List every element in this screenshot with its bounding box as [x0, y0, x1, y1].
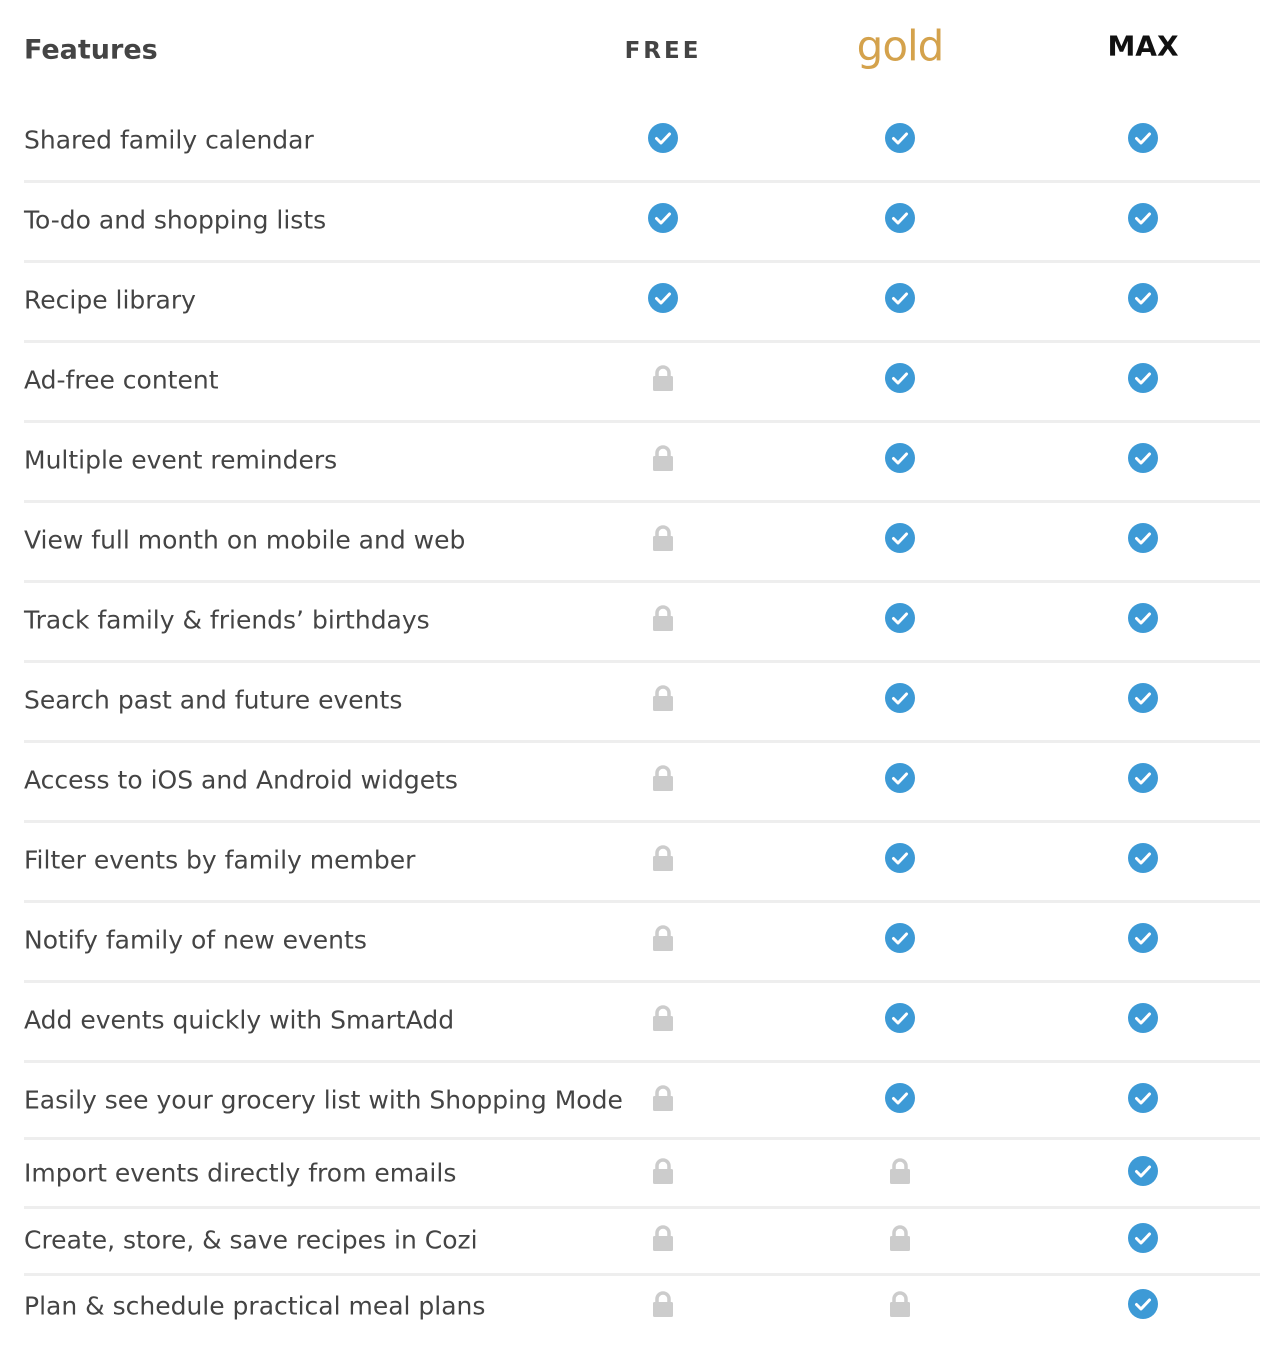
- check-icon: [1128, 1156, 1158, 1186]
- lock-icon: [890, 1291, 910, 1317]
- feature-label: Notify family of new events: [24, 925, 367, 955]
- check-icon: [1128, 363, 1158, 393]
- check-icon: [1128, 843, 1158, 873]
- row-divider: [24, 260, 1260, 263]
- check-icon: [885, 1083, 915, 1113]
- lock-icon: [653, 1085, 673, 1111]
- plan-header: gold: [856, 21, 945, 71]
- check-icon: [1128, 763, 1158, 793]
- lock-icon: [653, 365, 673, 391]
- lock-icon: [653, 445, 673, 471]
- check-icon: [885, 683, 915, 713]
- row-divider: [24, 420, 1260, 423]
- check-icon: [1128, 603, 1158, 633]
- lock-icon: [653, 765, 673, 791]
- row-divider: [24, 340, 1260, 343]
- lock-icon: [653, 845, 673, 871]
- check-icon: [1128, 1083, 1158, 1113]
- row-divider: [24, 820, 1260, 823]
- feature-label: View full month on mobile and web: [24, 525, 466, 555]
- feature-label: Search past and future events: [24, 685, 403, 715]
- feature-label: To-do and shopping lists: [24, 205, 327, 235]
- feature-label: Recipe library: [24, 285, 196, 315]
- check-icon: [1128, 283, 1158, 313]
- row-divider: [24, 580, 1260, 583]
- feature-label: Access to iOS and Android widgets: [24, 765, 458, 795]
- features-header: Features: [24, 34, 158, 66]
- check-icon: [885, 363, 915, 393]
- feature-label: Filter events by family member: [24, 845, 416, 875]
- lock-icon: [890, 1224, 910, 1251]
- check-icon: [1128, 523, 1158, 553]
- check-icon: [885, 123, 915, 153]
- check-icon: [648, 283, 678, 313]
- lock-icon: [653, 1291, 673, 1317]
- check-icon: [1128, 1222, 1158, 1253]
- check-icon: [648, 203, 678, 233]
- check-icon: [885, 1003, 915, 1033]
- plan-header: MAX: [1107, 29, 1179, 63]
- check-icon: [1128, 1289, 1158, 1319]
- check-icon: [648, 123, 678, 153]
- row-divider: [24, 740, 1260, 743]
- lock-icon: [653, 525, 673, 551]
- lock-icon: [653, 685, 673, 711]
- check-icon: [1128, 443, 1158, 473]
- check-icon: [885, 443, 915, 473]
- check-icon: [1128, 1003, 1158, 1033]
- lock-icon: [653, 1005, 673, 1031]
- row-divider: [24, 1273, 1260, 1276]
- check-icon: [885, 603, 915, 633]
- lock-icon: [653, 1224, 673, 1251]
- check-icon: [885, 763, 915, 793]
- feature-label: Import events directly from emails: [24, 1158, 457, 1188]
- check-icon: [885, 203, 915, 233]
- feature-label: Easily see your grocery list with Shoppi…: [24, 1085, 623, 1115]
- check-icon: [1128, 923, 1158, 953]
- row-divider: [24, 1137, 1260, 1140]
- row-divider: [24, 900, 1260, 903]
- check-icon: [885, 523, 915, 553]
- row-divider: [24, 1060, 1260, 1063]
- check-icon: [885, 283, 915, 313]
- feature-label: Plan & schedule practical meal plans: [24, 1291, 486, 1321]
- feature-label: Add events quickly with SmartAdd: [24, 1005, 455, 1035]
- feature-label: Ad-free content: [24, 365, 219, 395]
- lock-icon: [653, 605, 673, 631]
- check-icon: [1128, 123, 1158, 153]
- plan-header: FREE: [624, 38, 702, 64]
- lock-icon: [890, 1158, 910, 1184]
- row-divider: [24, 500, 1260, 503]
- check-icon: [885, 923, 915, 953]
- feature-label: Track family & friends’ birthdays: [24, 605, 430, 635]
- feature-label: Create, store, & save recipes in Cozi: [24, 1225, 478, 1254]
- row-divider: [24, 1206, 1260, 1209]
- row-divider: [24, 980, 1260, 983]
- lock-icon: [653, 1158, 673, 1184]
- check-icon: [1128, 203, 1158, 233]
- row-divider: [24, 180, 1260, 183]
- row-divider: [24, 660, 1260, 663]
- check-icon: [1128, 683, 1158, 713]
- lock-icon: [653, 925, 673, 951]
- feature-label: Shared family calendar: [24, 125, 314, 155]
- feature-label: Multiple event reminders: [24, 445, 338, 475]
- check-icon: [885, 843, 915, 873]
